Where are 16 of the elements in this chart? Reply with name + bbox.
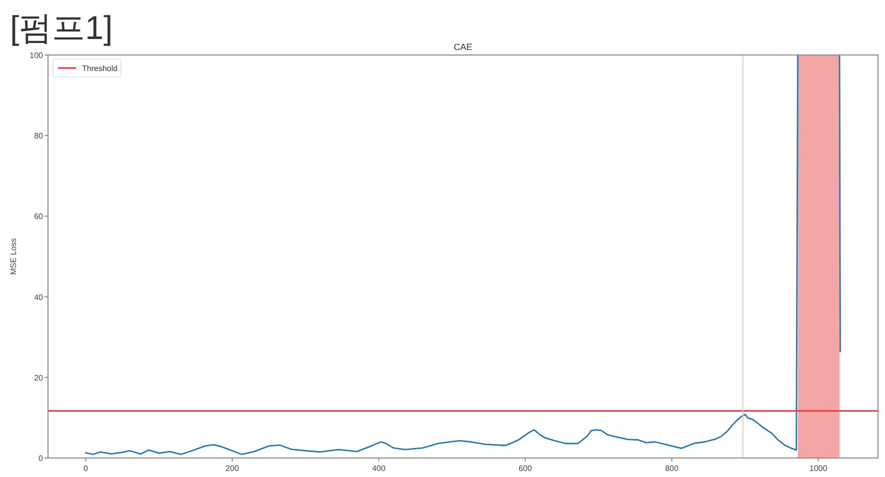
y-tick-label: 0: [38, 454, 44, 463]
y-tick-label: 60: [34, 212, 44, 222]
x-tick-label: 800: [665, 464, 679, 473]
y-axis-title: MSE Loss: [9, 238, 18, 275]
y-tick-label: 20: [34, 373, 44, 382]
chart-subtitle: CAE: [454, 42, 472, 52]
x-tick-label: 200: [226, 464, 240, 473]
y-tick-label: 100: [30, 51, 44, 60]
y-tick-label: 40: [34, 292, 44, 302]
x-tick-label: 400: [372, 464, 386, 473]
y-tick-label: 80: [34, 132, 44, 141]
x-tick-label: 1000: [809, 464, 828, 473]
x-tick-label: 600: [518, 464, 532, 473]
legend-label: Threshold: [82, 64, 118, 73]
chart-title: [펌프1]: [10, 9, 113, 46]
x-tick-label: 0: [84, 464, 88, 473]
